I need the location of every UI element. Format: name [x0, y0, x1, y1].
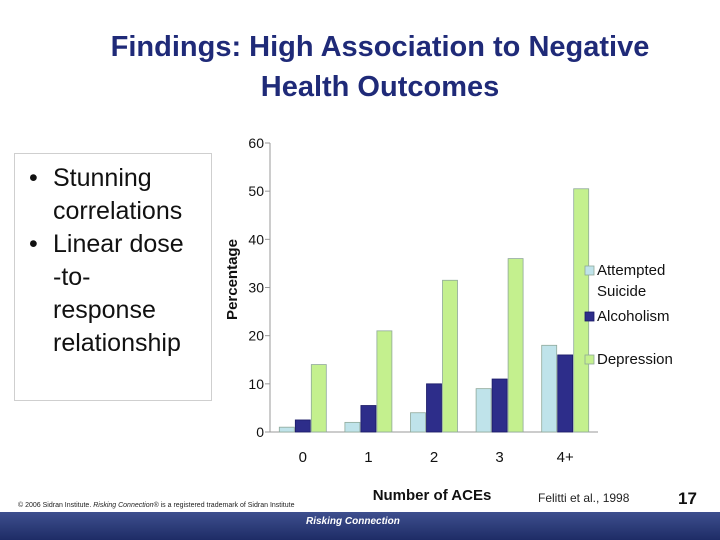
- chart-legend: Attempted Suicide Alcoholism Depression: [584, 262, 673, 368]
- legend-swatch: [584, 265, 595, 276]
- bar: [442, 279, 458, 433]
- bar: [573, 188, 590, 433]
- logo: Risking Connection: [306, 516, 400, 527]
- x-tick-label: 1: [364, 449, 372, 466]
- copyright-prefix: © 2006 Sidran Institute.: [18, 502, 94, 509]
- chart-bars: [278, 188, 590, 433]
- title-line-1: Findings: High Association to Negative: [110, 31, 650, 63]
- page-number: 17: [678, 489, 697, 508]
- bullet-item: • Linear dose -to-response relationship: [15, 228, 211, 360]
- bar: [475, 388, 492, 433]
- legend-label: Depression: [597, 351, 673, 368]
- y-tick-label: 40: [248, 231, 264, 247]
- bullet-item: • Stunning correlations: [15, 162, 211, 228]
- bullet-dot-icon: •: [29, 230, 38, 258]
- bar: [278, 426, 295, 433]
- title-line-2: Health Outcomes: [260, 71, 500, 103]
- bullet-list: • Stunning correlations • Linear dose -to-res…: [15, 162, 211, 360]
- bar: [491, 378, 508, 433]
- citation: Felitti et al., 1998: [538, 491, 630, 505]
- x-axis-label: Number of ACEs: [373, 487, 492, 504]
- x-tick-label: 0: [299, 449, 307, 466]
- bar: [376, 330, 393, 433]
- legend-label: Alcoholism: [597, 308, 670, 325]
- copyright-brand: Risking Connection®: [93, 502, 159, 509]
- copyright-suffix: is a registered trademark of Sidran Inst…: [158, 502, 295, 509]
- y-tick-label: 50: [248, 183, 264, 199]
- bar: [507, 258, 524, 433]
- bar: [541, 344, 558, 433]
- bar: [557, 354, 574, 433]
- bar: [426, 383, 442, 433]
- legend-label: Attempted Suicide: [597, 262, 665, 300]
- y-tick-label: 20: [248, 328, 264, 344]
- bar: [360, 405, 377, 433]
- legend-swatch: [584, 354, 595, 365]
- y-tick-label: 60: [248, 135, 264, 151]
- legend-label-line: Attempted: [597, 262, 665, 279]
- bullet-text-line: -to-: [53, 263, 91, 291]
- x-tick-label: 2: [430, 449, 438, 466]
- bar: [344, 421, 361, 433]
- x-tick-label: 4+: [557, 449, 574, 466]
- bullet-text-line: Linear dose: [53, 230, 184, 258]
- x-tick-label: 3: [495, 449, 503, 466]
- slide-title: Findings: High Association to Negative H…: [40, 27, 720, 107]
- copyright-footer: © 2006 Sidran Institute. Risking Connect…: [18, 502, 294, 509]
- bullet-text-line: relationship: [53, 329, 181, 357]
- y-tick-label: 30: [248, 280, 264, 296]
- y-tick-label: 0: [256, 424, 264, 440]
- bullet-box: • Stunning correlations • Linear dose -to-res…: [14, 153, 212, 401]
- bar: [310, 364, 327, 433]
- bar: [294, 419, 311, 433]
- bullet-text-line: Stunning: [53, 164, 152, 192]
- bullet-text-line: response: [53, 296, 156, 324]
- bullet-text-line: correlations: [53, 197, 183, 225]
- bullet-dot-icon: •: [29, 164, 38, 192]
- y-tick-label: 10: [248, 376, 264, 392]
- footer-bar: Risking Connection: [0, 512, 720, 540]
- y-axis-label: Percentage: [224, 239, 241, 320]
- legend-swatch: [584, 311, 595, 322]
- chart-axes: 0 10 20 30 40 50 60 Percentage 0 1 2 3 4+ Number of A…: [224, 135, 598, 504]
- bar: [410, 412, 426, 433]
- legend-label-line: Suicide: [597, 283, 646, 300]
